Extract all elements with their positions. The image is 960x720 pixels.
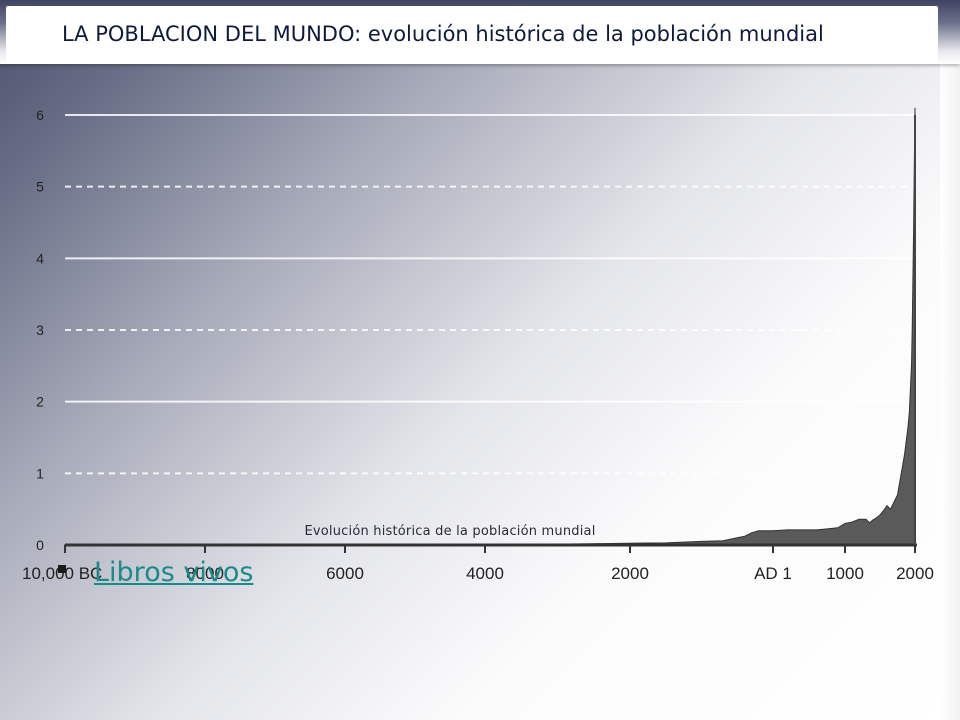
x-tick-label-0: 10,000 BC xyxy=(22,564,102,583)
x-tick-label-2: 6000 xyxy=(326,564,364,583)
chart-axis xyxy=(64,115,917,553)
x-tick-label-5: AD 1 xyxy=(754,564,792,583)
slide-title: LA POBLACION DEL MUNDO: evolución histór… xyxy=(62,22,824,46)
x-tick-label-7: 2000 xyxy=(896,564,934,583)
title-bar: LA POBLACION DEL MUNDO: evolución histór… xyxy=(0,0,960,64)
x-tick-labels: 10,000 BC 8000 6000 4000 2000 AD 1 1000 2000 xyxy=(22,564,934,583)
y-tick-label-3: 3 xyxy=(36,322,44,338)
y-tick-label-0: 0 xyxy=(36,537,44,553)
x-tick-label-1: 8000 xyxy=(186,564,224,583)
y-tick-label-2: 2 xyxy=(36,394,44,410)
y-tick-label-6: 6 xyxy=(36,107,44,123)
x-tick-label-3: 4000 xyxy=(466,564,504,583)
population-chart: 0 1 2 3 4 5 6 10,000 BC 8000 6000 4000 2000 AD 1 100… xyxy=(22,107,934,583)
y-tick-labels: 0 1 2 3 4 5 6 xyxy=(36,107,44,553)
bullet-square-icon xyxy=(58,565,66,573)
x-tick-label-4: 2000 xyxy=(611,564,649,583)
population-area xyxy=(64,107,916,546)
y-tick-label-4: 4 xyxy=(36,250,44,266)
chart-grid xyxy=(65,114,915,475)
x-tick-label-6: 1000 xyxy=(826,564,864,583)
y-tick-label-5: 5 xyxy=(36,179,44,195)
libros-vivos-link[interactable]: Libros vivos xyxy=(94,556,254,588)
chart-area-layer xyxy=(64,107,916,546)
slide-edge xyxy=(940,0,960,720)
bullet-list-item: Libros vivos xyxy=(58,552,253,592)
y-tick-label-1: 1 xyxy=(36,465,44,481)
chart-caption: Evolución histórica de la población mund… xyxy=(304,524,596,539)
title-panel: LA POBLACION DEL MUNDO: evolución histór… xyxy=(6,6,938,64)
